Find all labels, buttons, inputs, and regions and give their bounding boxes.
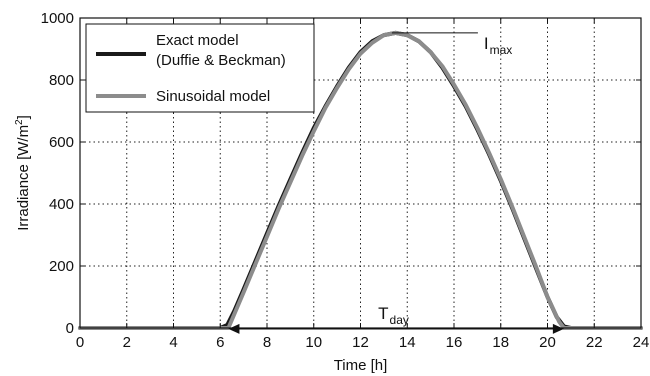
x-axis-title: Time [h] [334,357,388,374]
y-tick-label: 200 [49,258,74,275]
tday-arrow-head-left [228,323,240,334]
annotations: Imax Tday [228,32,564,334]
imax-label-sub: max [490,43,513,57]
x-tick-label: 8 [263,334,271,351]
y-tick-label: 1000 [41,10,74,27]
legend-label-line: Sinusoidal model [156,88,270,105]
imax-label: Imax [484,34,512,57]
x-tick-label: 2 [123,334,131,351]
imax-label-main: I [484,34,489,53]
x-tick-label: 4 [169,334,177,351]
tday-label: Tday [378,304,409,327]
y-axis-title: Irradiance [W/m2] [14,115,32,231]
x-tick-label: 22 [586,334,603,351]
x-tick-label: 14 [399,334,416,351]
series-line-sinusoidal-model [78,30,643,330]
tday-label-main: T [378,304,388,323]
y-axis-title-sup: 2 [14,119,25,125]
legend-label-sinusoidal-model: Sinusoidal model [156,88,270,105]
x-tick-label: 20 [539,334,556,351]
y-tick-label: 600 [49,134,74,151]
x-tick-label: 6 [216,334,224,351]
tday-arrow-head-right [552,323,564,334]
legend-label-line: Exact model [156,32,239,49]
y-axis-title-end: ] [15,115,32,119]
grid [80,18,641,328]
x-tick-label: 18 [492,334,509,351]
legend-label-line: (Duffie & Beckman) [156,52,286,69]
y-tick-label: 0 [66,320,74,337]
y-tick-label: 400 [49,196,74,213]
x-tick-label: 24 [633,334,650,351]
legend-label-exact-model: Exact model (Duffie & Beckman) [156,32,286,69]
y-tick-label: 800 [49,72,74,89]
legend: Exact model (Duffie & Beckman) Sinusoidal… [85,23,315,113]
x-tick-label: 10 [305,334,322,351]
y-axis-title-main: Irradiance [W/m [15,125,32,231]
x-tick-label: 16 [446,334,463,351]
x-tick-label: 12 [352,334,369,351]
x-tick-label: 0 [76,334,84,351]
tday-label-sub: day [390,313,409,327]
